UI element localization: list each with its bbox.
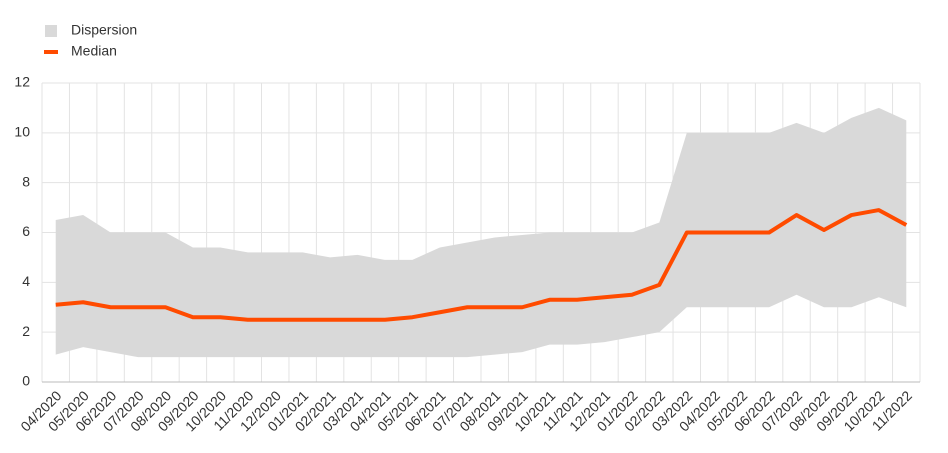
dispersion-band — [55, 107, 907, 358]
y-tick-label: 12 — [14, 74, 30, 90]
y-tick-label: 8 — [22, 173, 30, 189]
y-tick-label: 2 — [22, 323, 30, 339]
y-tick-label: 10 — [14, 124, 30, 140]
median-line — [55, 208, 908, 322]
y-tick-label: 6 — [22, 223, 30, 239]
y-tick-label: 0 — [22, 373, 30, 389]
legend-swatch — [45, 25, 57, 37]
legend-label: Dispersion — [71, 22, 137, 38]
y-tick-label: 4 — [22, 273, 30, 289]
legend-label: Median — [71, 43, 117, 59]
